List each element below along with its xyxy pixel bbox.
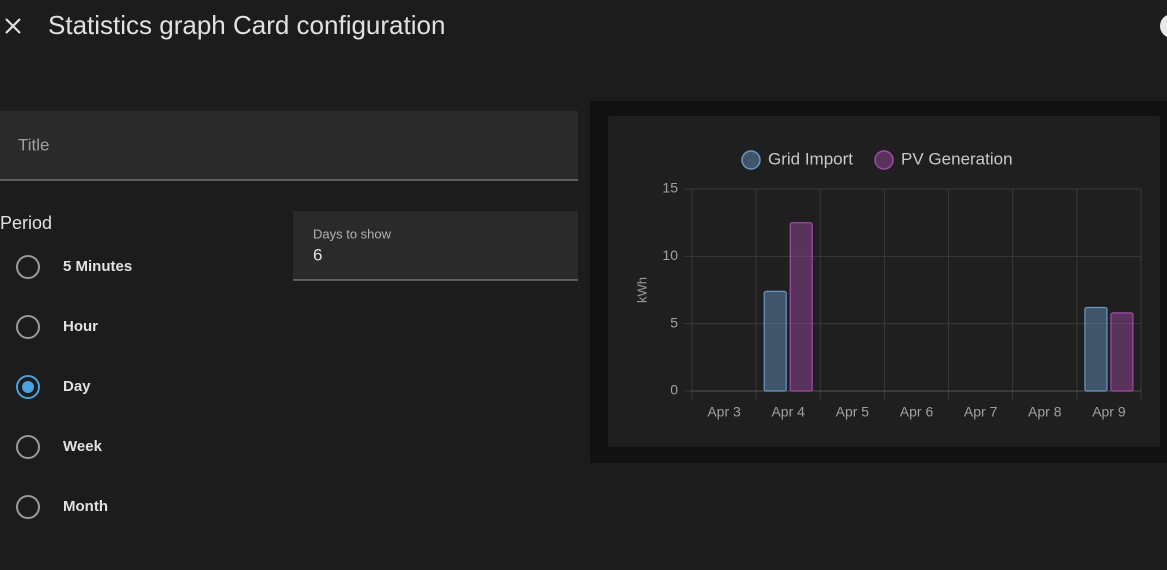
radio-label: Day xyxy=(63,378,91,395)
y-tick-label: 10 xyxy=(662,247,678,263)
y-tick-label: 15 xyxy=(662,180,678,196)
radio-dot xyxy=(22,381,34,393)
radio-label: 5 Minutes xyxy=(63,258,132,275)
toggle[interactable] xyxy=(1160,14,1167,38)
bar xyxy=(763,290,787,392)
x-tick-label: Apr 4 xyxy=(771,404,805,420)
legend-label: Grid Import xyxy=(768,149,853,168)
field-label: Days to show xyxy=(313,226,392,241)
bar xyxy=(789,222,813,392)
bar xyxy=(1084,306,1108,392)
radio[interactable] xyxy=(16,375,40,399)
y-axis-label: kWh xyxy=(634,277,649,303)
title-field[interactable] xyxy=(0,111,578,180)
x-tick-label: Apr 5 xyxy=(836,404,870,420)
radio[interactable] xyxy=(16,435,40,459)
radio-label: Hour xyxy=(63,318,98,335)
period-label: Period xyxy=(0,213,52,233)
x-tick-label: Apr 6 xyxy=(900,404,934,420)
dialog-title: Statistics graph Card configuration xyxy=(48,10,445,40)
x-tick-label: Apr 8 xyxy=(1028,404,1062,420)
y-tick-label: 5 xyxy=(670,314,678,330)
days-field[interactable] xyxy=(293,211,578,280)
period-options: 5 Minutes Hour Day Week Month xyxy=(16,255,132,519)
legend-label: PV Generation xyxy=(901,149,1013,168)
close-button[interactable] xyxy=(5,18,21,34)
legend-swatch xyxy=(741,150,761,170)
field-value: 6 xyxy=(313,245,322,264)
chart: 0 5 10 15 Grid Import PV Generation Apr 3 Apr 4… xyxy=(662,149,1142,420)
legend-swatch xyxy=(874,150,894,170)
radio[interactable] xyxy=(16,255,40,279)
y-tick-label: 0 xyxy=(670,382,678,398)
radio-label: Month xyxy=(63,498,108,515)
radio[interactable] xyxy=(16,495,40,519)
field-label: Title xyxy=(18,135,50,154)
x-tick-label: Apr 9 xyxy=(1092,404,1126,420)
bar xyxy=(1110,312,1134,392)
x-tick-label: Apr 7 xyxy=(964,404,998,420)
radio-label: Week xyxy=(63,438,103,455)
radio[interactable] xyxy=(16,315,40,339)
x-tick-label: Apr 3 xyxy=(707,404,741,420)
